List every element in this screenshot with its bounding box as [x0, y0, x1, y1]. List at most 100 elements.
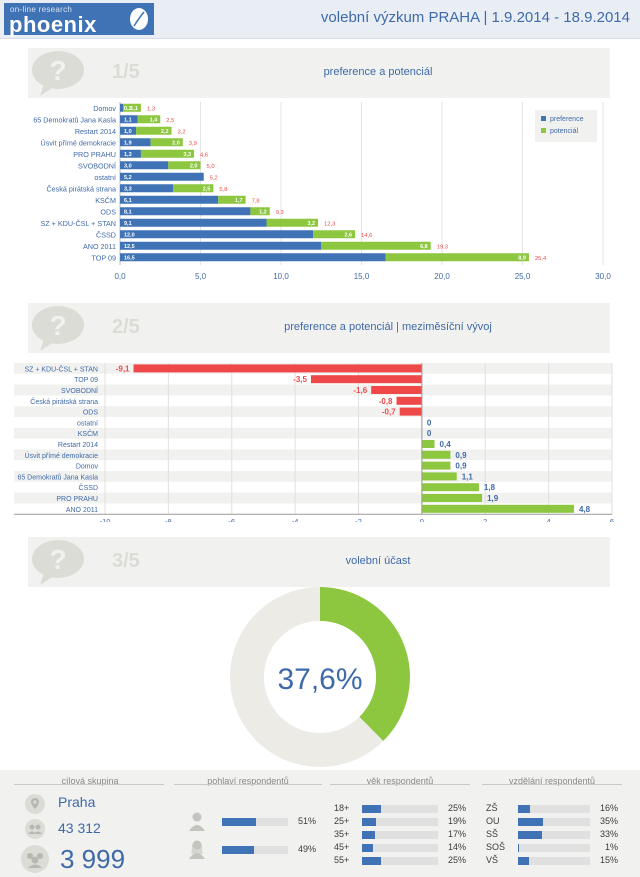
leaf-icon — [130, 8, 148, 30]
bar-track — [362, 831, 438, 839]
bar-positive — [421, 483, 479, 492]
bar-positive — [421, 450, 451, 459]
value-label-total: 5,2 — [210, 175, 218, 181]
category-label: SVOBODNÍ — [61, 386, 98, 395]
gender-row: 51% — [222, 815, 318, 828]
value-label: 4,8 — [579, 505, 591, 514]
row-percent: 19% — [447, 816, 466, 826]
row-percent: 17% — [447, 829, 466, 839]
value-label-potential: 2,5 — [203, 186, 211, 192]
value-label-total: 2,5 — [166, 118, 174, 124]
section-2-title: preference a potenciál | meziměsíční výv… — [284, 321, 492, 333]
target-population: 43 312 — [58, 820, 101, 836]
x-tick-label: 4 — [547, 517, 551, 522]
legend-label: preference — [550, 116, 584, 123]
row-label: 45+ — [334, 842, 350, 852]
section-3-title: volební účast — [345, 555, 411, 567]
category-label: ostatní — [77, 420, 98, 427]
question-bubble-icon: ? — [32, 540, 84, 585]
education-heading: vzdělání respondentů — [508, 776, 596, 786]
value-label-potential: 3,2 — [307, 221, 315, 227]
category-label: ANO 2011 — [66, 507, 98, 514]
header: on-line research phoenix volební výzkum … — [0, 0, 640, 39]
x-tick-label: -6 — [228, 517, 235, 522]
bar-track — [518, 844, 590, 852]
row-percent: 1% — [604, 842, 618, 852]
bar-preference — [120, 149, 141, 158]
age-row: 45+ 14% — [334, 841, 468, 854]
value-label-preference: 1,0 — [124, 129, 132, 135]
value-label-preference: 1,1 — [124, 117, 132, 123]
target-group-heading: cílová skupina — [61, 776, 119, 786]
bar-fill — [222, 818, 256, 826]
bar-track — [362, 857, 438, 865]
category-label: Domov — [93, 104, 116, 113]
value-label: 1,8 — [484, 483, 496, 492]
bar-potential — [218, 195, 246, 204]
bar-fill — [518, 857, 529, 865]
education-row: VŠ 15% — [486, 854, 620, 867]
row-label: VŠ — [486, 855, 499, 865]
bar-negative — [310, 375, 422, 384]
donut-slice-rest — [229, 587, 384, 767]
value-label-potential: 2,2 — [161, 129, 169, 135]
bar-fill — [518, 831, 542, 839]
section-1-number: 1/5 — [112, 61, 140, 83]
value-label-preference: 9,1 — [124, 221, 132, 227]
value-label-potential: 2,0 — [190, 163, 198, 169]
bar-potential — [136, 126, 172, 135]
category-label: PRO PRAHU — [73, 150, 116, 159]
value-label: -0,8 — [379, 397, 393, 406]
value-label: -1,6 — [353, 386, 367, 395]
row-band — [14, 449, 612, 461]
value-label-preference: 0,2 — [124, 106, 132, 112]
bar-potential — [150, 138, 183, 147]
section-3-band: ? 3/5 volební účast — [28, 537, 610, 587]
row-band — [14, 406, 612, 417]
value-label-preference: 3,0 — [124, 163, 132, 169]
category-label: 65 Demokratů Jana Kasla — [33, 115, 116, 124]
value-label: 0,9 — [455, 451, 467, 460]
age-row: 18+ 25% — [334, 802, 468, 815]
bar-preference — [120, 184, 174, 193]
bar-potential — [385, 253, 529, 262]
svg-text:?: ? — [49, 55, 66, 86]
bar-potential — [168, 161, 201, 170]
value-label-total: 1,3 — [147, 106, 155, 112]
bar-preference — [120, 103, 124, 112]
row-percent: 35% — [599, 816, 618, 826]
x-tick-label: 2 — [483, 517, 487, 522]
row-label: ZŠ — [486, 803, 498, 813]
category-label: ČSSD — [96, 230, 116, 239]
education-row: OU 35% — [486, 815, 620, 828]
male-icon — [189, 812, 205, 831]
value-label-potential: 3,3 — [183, 152, 191, 158]
gender-heading: pohlaví respondentů — [207, 776, 289, 786]
value-label-total: 7,8 — [252, 198, 260, 204]
age-heading: věk respondentů — [366, 776, 434, 786]
category-label: Úsvit přímé demokracie — [24, 451, 98, 460]
section-1-band: ? 1/5 preference a potenciál — [28, 48, 610, 98]
page-title: volební výzkum PRAHA | 1.9.2014 - 18.9.2… — [320, 9, 630, 26]
bar-fill — [362, 805, 381, 813]
section-2-band: ? 2/5 preference a potenciál | meziměsíč… — [28, 303, 610, 353]
bar-potential — [173, 184, 214, 193]
chart-voter-turnout: 37,6% — [229, 587, 410, 767]
legend-swatch — [541, 116, 546, 121]
category-label: ostatní — [94, 173, 116, 182]
divider — [14, 784, 164, 785]
row-percent: 51% — [297, 816, 316, 826]
bar-fill — [518, 818, 544, 826]
category-label: ODS — [83, 410, 99, 417]
bar-track — [222, 846, 288, 854]
bar-track — [518, 805, 590, 813]
bar-preference — [120, 253, 386, 262]
row-percent: 14% — [447, 842, 466, 852]
bar-preference — [120, 195, 219, 204]
bar-fill — [362, 831, 375, 839]
value-label-preference: 16,5 — [124, 255, 135, 261]
value-label-potential: 2,0 — [172, 140, 180, 146]
bar-negative — [399, 407, 422, 416]
value-label-preference: 12,0 — [124, 232, 135, 238]
